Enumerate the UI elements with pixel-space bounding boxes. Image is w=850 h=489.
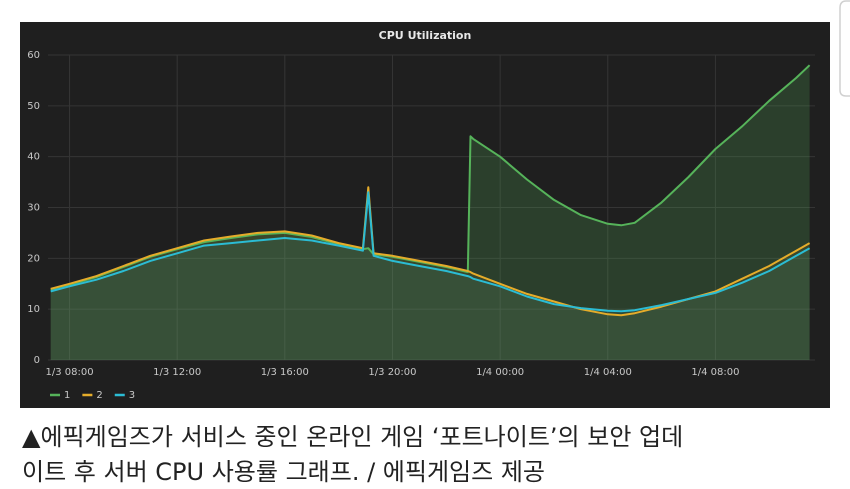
caption-line: ▲에픽게임즈가 서비스 중인 온라인 게임 ‘포트나이트’의 보안 업데 — [22, 423, 683, 451]
legend-label: 1 — [64, 390, 70, 401]
y-tick-label: 60 — [27, 50, 40, 61]
y-tick-label: 20 — [27, 253, 40, 264]
x-tick-label: 1/3 08:00 — [45, 367, 93, 378]
series-line — [50, 191, 811, 313]
y-tick-label: 0 — [34, 355, 40, 366]
series-area — [50, 192, 810, 360]
side-panel-edge — [839, 0, 850, 97]
chart-title: CPU Utilization — [379, 29, 472, 42]
series-area — [50, 187, 810, 360]
x-tick-label: 1/3 12:00 — [153, 367, 201, 378]
y-tick-label: 50 — [27, 101, 40, 112]
legend-label: 3 — [129, 390, 135, 401]
legend-label: 2 — [96, 390, 102, 401]
x-tick-label: 1/4 08:00 — [691, 367, 739, 378]
x-tick-label: 1/3 20:00 — [368, 367, 416, 378]
x-tick-label: 1/4 04:00 — [584, 367, 632, 378]
y-tick-label: 30 — [27, 203, 40, 214]
y-tick-label: 10 — [27, 304, 40, 315]
x-tick-label: 1/4 00:00 — [476, 367, 524, 378]
chart-panel — [20, 22, 830, 408]
y-tick-label: 40 — [27, 152, 40, 163]
series-area — [50, 65, 810, 360]
x-tick-label: 1/3 16:00 — [261, 367, 309, 378]
caption-line: 이트 후 서버 CPU 사용률 그래프. / 에픽게임즈 제공 — [22, 458, 545, 486]
